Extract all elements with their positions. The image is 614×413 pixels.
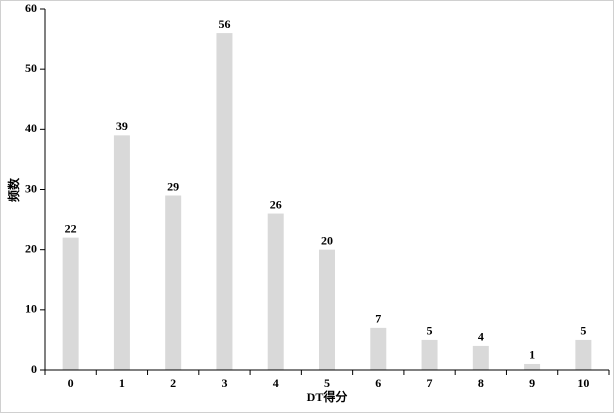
y-tick-label: 60 xyxy=(25,1,37,15)
y-tick-label: 40 xyxy=(25,121,37,135)
data-label: 22 xyxy=(65,221,77,235)
x-tick-label: 0 xyxy=(68,376,74,390)
bar xyxy=(472,345,489,370)
bar xyxy=(421,339,438,370)
bar xyxy=(216,33,233,371)
bar xyxy=(267,213,284,370)
bar xyxy=(319,249,335,370)
data-label: 39 xyxy=(116,119,128,133)
data-label: 7 xyxy=(375,312,381,326)
y-tick-label: 20 xyxy=(25,241,37,255)
data-label: 5 xyxy=(580,324,586,338)
data-label: 29 xyxy=(167,179,179,193)
data-label: 56 xyxy=(218,17,230,31)
bar xyxy=(524,363,541,370)
x-axis-label: DT得分 xyxy=(307,389,348,404)
x-tick-label: 10 xyxy=(577,376,589,390)
y-axis-label: 频数 xyxy=(6,177,21,202)
x-tick-label: 8 xyxy=(478,376,484,390)
y-tick-label: 10 xyxy=(25,302,37,316)
data-label: 20 xyxy=(321,233,333,247)
x-tick-label: 6 xyxy=(375,376,381,390)
y-tick-label: 30 xyxy=(25,181,37,195)
bar xyxy=(165,195,182,370)
x-tick-label: 1 xyxy=(119,376,125,390)
bar xyxy=(370,327,387,370)
x-tick-label: 5 xyxy=(324,376,330,390)
bar xyxy=(62,237,79,370)
data-label: 1 xyxy=(529,348,535,362)
x-tick-label: 4 xyxy=(273,376,279,390)
y-tick-label: 50 xyxy=(25,61,37,75)
data-label: 26 xyxy=(270,197,282,211)
y-tick-label: 0 xyxy=(31,362,37,376)
x-tick-label: 2 xyxy=(170,376,176,390)
x-tick-label: 9 xyxy=(529,376,535,390)
x-tick-label: 7 xyxy=(427,376,433,390)
data-label: 5 xyxy=(427,324,433,338)
bar xyxy=(113,135,130,370)
bar xyxy=(575,339,592,370)
data-label: 4 xyxy=(478,330,484,344)
x-tick-label: 3 xyxy=(221,376,227,390)
